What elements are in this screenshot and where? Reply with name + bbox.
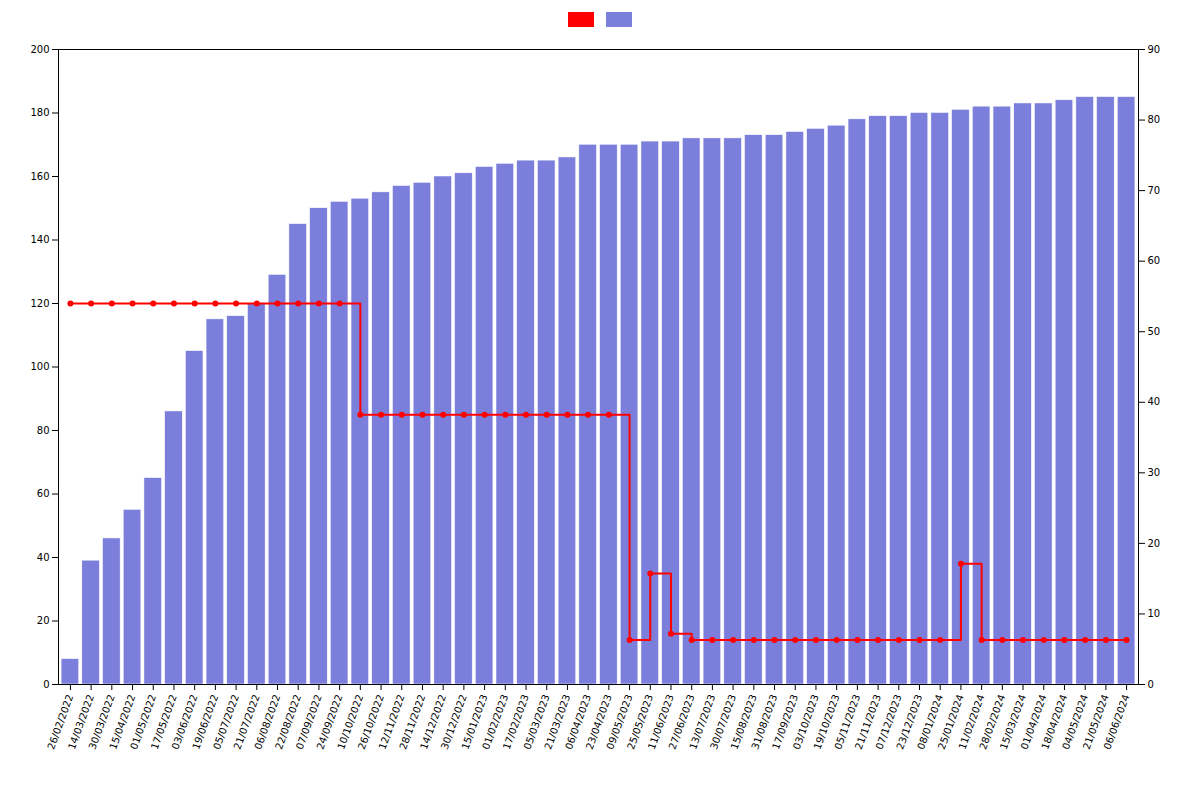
svg-text:01/04/2024: 01/04/2024	[1018, 692, 1049, 751]
svg-text:26/10/2022: 26/10/2022	[355, 692, 386, 751]
svg-text:140: 140	[30, 234, 49, 245]
svg-text:24/09/2022: 24/09/2022	[314, 692, 345, 751]
svg-text:0: 0	[1148, 679, 1154, 690]
svg-text:28/11/2022: 28/11/2022	[397, 692, 428, 751]
svg-text:03/06/2022: 03/06/2022	[169, 692, 200, 751]
svg-text:30/12/2022: 30/12/2022	[438, 692, 469, 751]
svg-text:28/02/2024: 28/02/2024	[977, 692, 1008, 751]
svg-text:90: 90	[1148, 44, 1161, 55]
svg-text:21/07/2022: 21/07/2022	[231, 692, 262, 751]
svg-text:04/05/2024: 04/05/2024	[1060, 692, 1091, 751]
svg-text:15/04/2022: 15/04/2022	[107, 692, 138, 751]
svg-text:25/01/2024: 25/01/2024	[935, 692, 966, 751]
svg-text:19/06/2022: 19/06/2022	[190, 692, 221, 751]
svg-text:21/11/2023: 21/11/2023	[852, 692, 883, 751]
svg-text:31/08/2023: 31/08/2023	[749, 692, 780, 751]
svg-text:01/05/2022: 01/05/2022	[128, 692, 159, 751]
svg-text:27/06/2023: 27/06/2023	[666, 692, 697, 751]
svg-text:03/10/2023: 03/10/2023	[790, 692, 821, 751]
svg-text:21/03/2023: 21/03/2023	[542, 692, 573, 751]
svg-text:20: 20	[37, 615, 50, 626]
svg-text:15/03/2024: 15/03/2024	[997, 692, 1028, 751]
svg-text:120: 120	[30, 298, 49, 309]
svg-text:160: 160	[30, 171, 49, 182]
svg-text:07/09/2022: 07/09/2022	[293, 692, 324, 751]
svg-text:09/05/2023: 09/05/2023	[604, 692, 635, 751]
svg-text:13/07/2023: 13/07/2023	[687, 692, 718, 751]
svg-text:06/04/2023: 06/04/2023	[563, 692, 593, 751]
svg-text:12/11/2022: 12/11/2022	[376, 692, 407, 751]
svg-text:180: 180	[30, 107, 49, 118]
svg-text:30: 30	[1148, 467, 1161, 478]
svg-text:05/03/2023: 05/03/2023	[521, 692, 552, 751]
svg-text:15/01/2023: 15/01/2023	[459, 692, 490, 751]
svg-text:18/04/2024: 18/04/2024	[1039, 692, 1070, 751]
svg-text:40: 40	[1148, 396, 1161, 407]
svg-text:11/06/2023: 11/06/2023	[645, 692, 676, 751]
svg-text:23/04/2023: 23/04/2023	[583, 692, 614, 751]
svg-text:60: 60	[1148, 255, 1161, 266]
svg-text:23/12/2023: 23/12/2023	[894, 692, 925, 751]
svg-text:15/08/2023: 15/08/2023	[728, 692, 759, 751]
svg-text:10: 10	[1148, 608, 1161, 619]
svg-text:19/10/2023: 19/10/2023	[811, 692, 842, 751]
svg-text:25/05/2023: 25/05/2023	[625, 692, 656, 751]
svg-text:10/10/2022: 10/10/2022	[335, 692, 366, 751]
svg-text:60: 60	[37, 488, 50, 499]
svg-text:30/07/2023: 30/07/2023	[707, 692, 738, 751]
svg-text:14/03/2022: 14/03/2022	[66, 692, 96, 751]
svg-text:80: 80	[37, 425, 50, 436]
svg-text:0: 0	[43, 679, 49, 690]
svg-text:17/05/2022: 17/05/2022	[148, 692, 179, 751]
svg-text:30/03/2022: 30/03/2022	[86, 692, 117, 751]
svg-text:05/07/2022: 05/07/2022	[210, 692, 241, 751]
svg-text:26/02/2022: 26/02/2022	[45, 692, 76, 751]
svg-text:20: 20	[1148, 538, 1161, 549]
svg-text:11/02/2024: 11/02/2024	[956, 692, 987, 751]
svg-text:17/09/2023: 17/09/2023	[770, 692, 801, 751]
svg-text:40: 40	[37, 552, 50, 563]
svg-text:50: 50	[1148, 326, 1161, 337]
svg-text:22/08/2022: 22/08/2022	[273, 692, 304, 751]
svg-text:17/02/2023: 17/02/2023	[500, 692, 531, 751]
svg-text:06/06/2024: 06/06/2024	[1101, 693, 1131, 751]
svg-text:100: 100	[30, 361, 49, 372]
svg-text:08/01/2024: 08/01/2024	[915, 692, 946, 751]
svg-text:70: 70	[1148, 185, 1161, 196]
svg-text:200: 200	[30, 44, 49, 55]
svg-text:07/12/2023: 07/12/2023	[873, 692, 904, 751]
svg-text:01/02/2023: 01/02/2023	[480, 692, 511, 751]
svg-text:21/05/2024: 21/05/2024	[1080, 692, 1111, 751]
svg-text:06/08/2022: 06/08/2022	[252, 692, 283, 751]
svg-text:05/11/2023: 05/11/2023	[832, 692, 863, 751]
svg-text:80: 80	[1148, 114, 1161, 125]
svg-text:14/12/2022: 14/12/2022	[418, 692, 449, 751]
